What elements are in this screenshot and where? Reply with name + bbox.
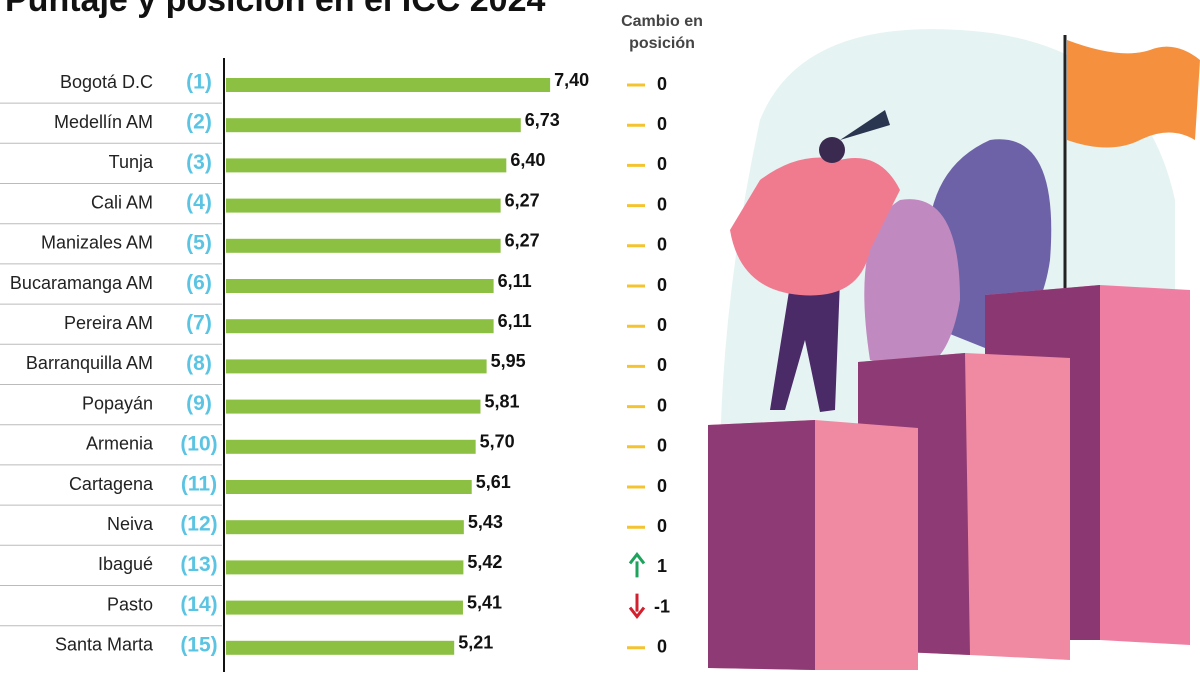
bar bbox=[226, 158, 507, 173]
change-label: 0 bbox=[657, 315, 667, 335]
category-label: Ibagué bbox=[98, 554, 153, 574]
change-label: 0 bbox=[657, 74, 667, 94]
value-label: 6,11 bbox=[498, 271, 532, 291]
bar bbox=[226, 399, 481, 414]
rank-label: (1) bbox=[186, 71, 212, 94]
rank-label: (15) bbox=[180, 633, 217, 656]
bar bbox=[226, 480, 472, 494]
value-label: 6,11 bbox=[498, 311, 532, 331]
change-label: 0 bbox=[657, 476, 667, 496]
rank-label: (7) bbox=[186, 312, 212, 335]
rank-label: (14) bbox=[180, 593, 217, 616]
bar bbox=[226, 640, 455, 655]
value-label: 5,95 bbox=[491, 351, 526, 371]
category-label: Cali AM bbox=[91, 192, 153, 212]
bar bbox=[226, 439, 476, 454]
change-icon bbox=[628, 593, 646, 620]
rank-label: (9) bbox=[186, 392, 212, 415]
value-label: 5,41 bbox=[467, 592, 502, 612]
category-label: Pereira AM bbox=[64, 313, 153, 333]
change-label: 0 bbox=[657, 114, 667, 134]
change-label: 0 bbox=[657, 395, 667, 415]
category-label: Pasto bbox=[107, 594, 153, 614]
value-label: 5,42 bbox=[467, 552, 502, 572]
rank-label: (6) bbox=[186, 272, 212, 295]
value-label: 5,81 bbox=[484, 391, 519, 411]
change-label: -1 bbox=[654, 596, 670, 616]
change-label: 0 bbox=[657, 235, 667, 255]
change-label: 0 bbox=[657, 516, 667, 536]
rank-label: (13) bbox=[180, 553, 217, 576]
value-label: 5,21 bbox=[458, 633, 493, 653]
bar bbox=[226, 359, 487, 374]
bar bbox=[226, 238, 501, 253]
rank-label: (2) bbox=[186, 111, 212, 134]
rank-label: (3) bbox=[186, 151, 212, 174]
category-label: Armenia bbox=[86, 434, 154, 454]
value-label: 6,73 bbox=[525, 110, 560, 130]
rank-label: (8) bbox=[186, 352, 212, 375]
category-label: Medellín AM bbox=[54, 112, 153, 132]
category-label: Popayán bbox=[82, 393, 153, 413]
rank-label: (11) bbox=[181, 473, 217, 496]
rank-label: (12) bbox=[180, 513, 217, 536]
value-label: 6,40 bbox=[510, 150, 545, 170]
category-label: Neiva bbox=[107, 514, 154, 534]
change-label: 0 bbox=[657, 275, 667, 295]
bar bbox=[226, 600, 463, 615]
bar bbox=[226, 279, 494, 293]
change-label: 0 bbox=[657, 154, 667, 174]
rank-label: (5) bbox=[186, 231, 212, 254]
change-label: 0 bbox=[657, 194, 667, 214]
value-label: 7,40 bbox=[554, 70, 589, 90]
category-label: Tunja bbox=[109, 152, 154, 172]
bar bbox=[226, 560, 464, 575]
chart-title: Puntaje y posición en el ICC 2024 bbox=[5, 0, 545, 19]
category-label: Cartagena bbox=[69, 474, 154, 494]
bar bbox=[226, 118, 521, 133]
change-label: 0 bbox=[657, 637, 667, 657]
change-header: Cambio en posición bbox=[621, 13, 703, 52]
value-label: 5,70 bbox=[480, 432, 515, 452]
bar bbox=[226, 520, 464, 535]
category-label: Barranquilla AM bbox=[26, 353, 153, 373]
rank-label: (4) bbox=[186, 191, 212, 214]
illustration bbox=[708, 29, 1200, 670]
change-icon bbox=[628, 551, 646, 578]
category-label: Bogotá D.C bbox=[60, 72, 153, 92]
value-label: 6,27 bbox=[505, 190, 540, 210]
value-label: 5,61 bbox=[476, 472, 511, 492]
change-label: 0 bbox=[657, 355, 667, 375]
rank-label: (10) bbox=[180, 432, 217, 455]
category-label: Manizales AM bbox=[41, 233, 153, 253]
bar bbox=[226, 319, 494, 334]
bar bbox=[226, 198, 501, 213]
bar bbox=[226, 78, 551, 92]
category-label: Santa Marta bbox=[55, 635, 154, 655]
category-label: Bucaramanga AM bbox=[10, 273, 153, 293]
change-label: 1 bbox=[657, 556, 667, 576]
value-label: 6,27 bbox=[505, 231, 540, 251]
value-label: 5,43 bbox=[468, 512, 503, 532]
change-label: 0 bbox=[657, 436, 667, 456]
